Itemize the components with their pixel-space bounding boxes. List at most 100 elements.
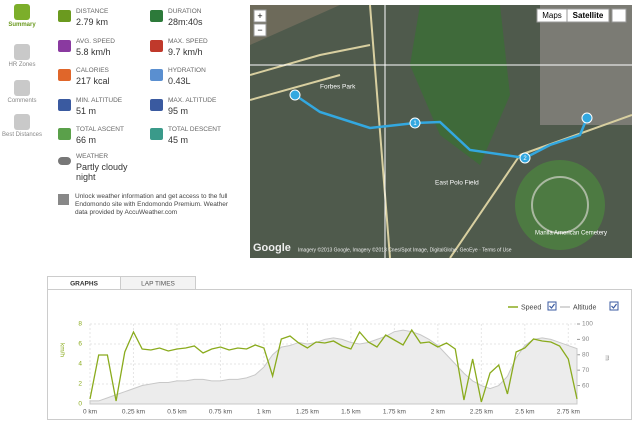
map-area [250,5,340,45]
stat-value: 9.7 km/h [168,46,203,57]
speed-line [89,328,578,403]
route-start [289,89,301,101]
button-label: Maps [542,11,562,20]
nav-label: Summary [8,22,36,28]
nav-best[interactable]: Best Distances [0,114,44,138]
stat: MIN. ALTITUDE 51 m [58,97,148,119]
tab-label: LAP TIMES [141,281,175,288]
map-label: Manila American Cemetery [535,231,607,237]
stat: AVG. SPEED 5.8 km/h [58,38,148,60]
nav-summary[interactable]: Summary [0,4,44,28]
zoom-in[interactable] [253,9,267,23]
x-tick-label: 0.25 km [122,409,145,416]
zoom-out[interactable] [253,23,267,37]
tab[interactable] [120,276,196,290]
stat-value: 2.79 km [76,17,109,27]
nav-comments[interactable]: Comments [0,80,44,104]
stat-label: TOTAL ASCENT [76,126,124,133]
stat: CALORIES 217 kcal [58,67,148,89]
y-tick-label: 6 [78,341,82,348]
stat-label: CALORIES [76,67,109,74]
y-tick-label: 0 [78,401,82,408]
y-tick-label: 2 [78,381,82,388]
map-attribution: Imagery ©2013 Google, Imagery ©2013 Cnes… [298,246,512,253]
y2-tick-label: 100 [582,321,593,328]
x-tick-label: 1.5 km [341,409,361,416]
marker-label: 2 [523,156,527,162]
stat-value: 95 m [168,105,189,116]
legend-label: Altitude [573,304,596,311]
stat-label: WEATHER [76,153,109,160]
promo-text: Unlock weather information and get acces… [75,193,229,216]
nav-hr[interactable]: HR Zones [0,44,44,68]
y2-axis-label: m [603,355,610,360]
map-button[interactable] [566,8,610,23]
stat-value: 217 kcal [76,76,110,86]
legend-checkbox[interactable] [547,301,557,311]
stat-icon [58,128,71,140]
legend-label: Speed [521,304,541,311]
map-logo: Google [253,242,291,254]
stat: TOTAL DESCENT 45 m [150,126,240,148]
stat-label: TOTAL DESCENT [168,126,221,133]
x-tick-label: 1.75 km [383,409,406,416]
stat-icon [150,69,163,81]
route-marker[interactable] [409,117,421,129]
nav-label: Comments [7,98,37,104]
x-tick-label: 2.25 km [470,409,493,416]
y-axis-label: km/h [58,343,65,357]
stat: HYDRATION 0.43L [150,67,240,89]
y2-tick-label: 60 [582,382,590,389]
promo: Unlock weather information and get acces… [58,193,238,217]
map-label: East Polo Field [435,180,479,187]
stat-icon [150,98,163,111]
map-road [531,176,589,234]
stat-label: AVG. SPEED [76,37,115,45]
checkmark [611,303,617,309]
weather: WEATHER Partly cloudy night [58,153,148,183]
legend-checkbox[interactable] [609,301,619,311]
route [294,93,589,160]
checkmark [549,303,555,309]
stat-label: MAX. ALTITUDE [168,96,217,104]
tab-label: GRAPHS [70,281,98,288]
map[interactable]: 1 2 Forbes Park East Polo Field Manila A… [250,5,632,258]
x-tick-label: 1 km [257,409,271,416]
route-end [581,112,593,124]
y-tick-label: 8 [78,321,82,328]
stat: MAX. SPEED 9.7 km/h [150,38,240,60]
stat-value: 0.43L [168,76,191,86]
stat-value: 45 m [168,135,189,145]
x-tick-label: 0.75 km [209,409,232,416]
stat-value: 66 m [76,135,97,145]
x-tick-label: 2.5 km [515,409,535,416]
map-label: Forbes Park [320,84,356,91]
promo-icon [58,194,69,205]
stat-value: Partly cloudy night [76,162,128,182]
button-label: Satellite [573,11,604,20]
zoom-label: + [257,11,262,21]
y2-tick-label: 70 [582,367,590,374]
stat: TOTAL ASCENT 66 m [58,126,148,148]
stat-label: DISTANCE [76,8,109,15]
route-marker[interactable] [519,152,531,164]
stat: MAX. ALTITUDE 95 m [150,97,240,119]
altitude-area [89,329,578,405]
stat-icon [58,98,71,111]
fullscreen-button[interactable] [611,8,627,23]
nav-label: HR Zones [8,62,36,68]
y2-tick-label: 90 [582,336,590,343]
x-tick-label: 2.75 km [557,409,580,416]
map-park [410,5,510,165]
y-tick-label: 4 [78,361,82,368]
map-road [250,5,632,258]
stat-value: 28m:40s [168,17,203,27]
y2-tick-label: 80 [582,351,590,358]
map-cemetery [515,160,605,250]
stat-label: DURATION [168,8,202,15]
stat-label: MIN. ALTITUDE [76,96,123,104]
stat-icon [150,10,163,22]
zoom-label: − [257,25,262,35]
